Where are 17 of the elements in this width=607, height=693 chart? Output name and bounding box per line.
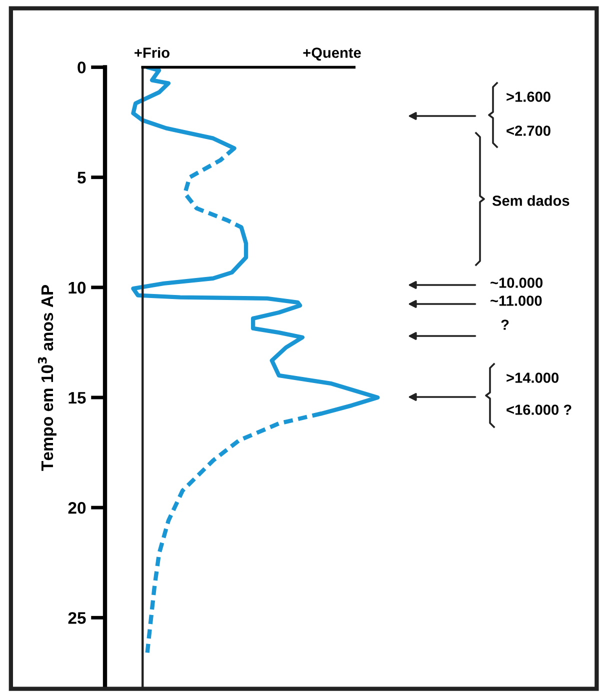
y-tick-label: 5	[78, 172, 86, 184]
text: ?	[501, 320, 509, 330]
text: ~11.000	[490, 296, 542, 306]
text: <2.700	[506, 126, 550, 136]
y-tick-label: 10	[68, 282, 86, 294]
y-tick-label: 20	[68, 502, 86, 514]
text: >1.600	[506, 92, 550, 102]
text: >14.000	[506, 372, 559, 383]
text: Sem dados	[492, 195, 570, 206]
y-tick-label: 25	[68, 612, 86, 624]
y-tick-label: 0	[78, 62, 86, 74]
y-tick-label: 15	[68, 392, 86, 404]
y-axis-title: Tempo em 10$^{3}$ anos AP	[38, 285, 56, 471]
text: +Frio	[134, 47, 170, 58]
text: <16.000 ?	[506, 404, 572, 415]
text: +Quente	[303, 48, 361, 61]
text: ~10.000	[490, 278, 543, 288]
